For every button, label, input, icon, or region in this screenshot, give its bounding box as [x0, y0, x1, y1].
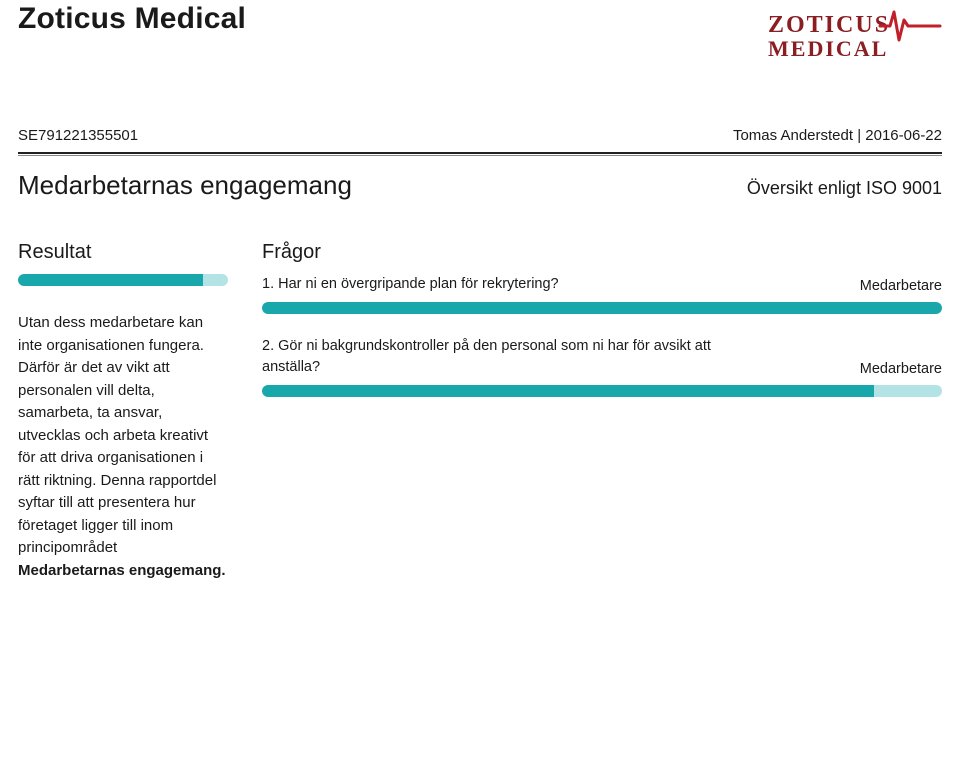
page: Zoticus Medical ZOTICUS MEDICAL SE791221…: [0, 0, 960, 582]
question-text: 1. Har ni en övergripande plan för rekry…: [262, 274, 559, 294]
section-title: Medarbetarnas engagemang: [18, 170, 352, 201]
logo-svg: ZOTICUS MEDICAL: [762, 6, 942, 66]
left-column: Resultat Utan dess medarbetare kan inte …: [18, 241, 228, 582]
question-row: 1. Har ni en övergripande plan för rekry…: [262, 274, 942, 294]
company-title: Zoticus Medical: [18, 2, 246, 36]
question-tag: Medarbetare: [860, 361, 942, 377]
resultat-body: Utan dess medarbetare kan inte organisat…: [18, 312, 228, 582]
question-text: 2. Gör ni bakgrundskontroller på den per…: [262, 336, 772, 377]
question-bar-fill: [262, 302, 942, 314]
iso-subtitle: Översikt enligt ISO 9001: [747, 178, 942, 199]
resultat-body-text: Utan dess medarbetare kan inte organisat…: [18, 314, 216, 556]
question-bar-track: [262, 302, 942, 314]
header-row: Zoticus Medical ZOTICUS MEDICAL: [18, 0, 942, 71]
company-logo: ZOTICUS MEDICAL: [762, 6, 942, 71]
resultat-body-strong: Medarbetarnas engagemang.: [18, 562, 226, 579]
title-row: Medarbetarnas engagemang Översikt enligt…: [18, 170, 942, 201]
author-date: Tomas Anderstedt | 2016-06-22: [733, 127, 942, 144]
fragor-heading: Frågor: [262, 241, 942, 264]
header-divider: [18, 152, 942, 156]
question-block: 1. Har ni en övergripande plan för rekry…: [262, 274, 942, 314]
meta-row: SE791221355501 Tomas Anderstedt | 2016-0…: [18, 127, 942, 144]
question-bar-fill: [262, 385, 874, 397]
org-id: SE791221355501: [18, 127, 138, 144]
logo-bottom-text: MEDICAL: [768, 36, 888, 61]
question-row: 2. Gör ni bakgrundskontroller på den per…: [262, 336, 942, 377]
question-block: 2. Gör ni bakgrundskontroller på den per…: [262, 336, 942, 397]
question-bar-track: [262, 385, 942, 397]
resultat-heading: Resultat: [18, 241, 228, 264]
resultat-bar-fill: [18, 274, 203, 286]
right-column: Frågor 1. Har ni en övergripande plan fö…: [262, 241, 942, 582]
content-row: Resultat Utan dess medarbetare kan inte …: [18, 241, 942, 582]
resultat-bar-track: [18, 274, 228, 286]
questions-list: 1. Har ni en övergripande plan för rekry…: [262, 274, 942, 397]
logo-top-text: ZOTICUS: [768, 12, 890, 38]
question-tag: Medarbetare: [860, 278, 942, 294]
